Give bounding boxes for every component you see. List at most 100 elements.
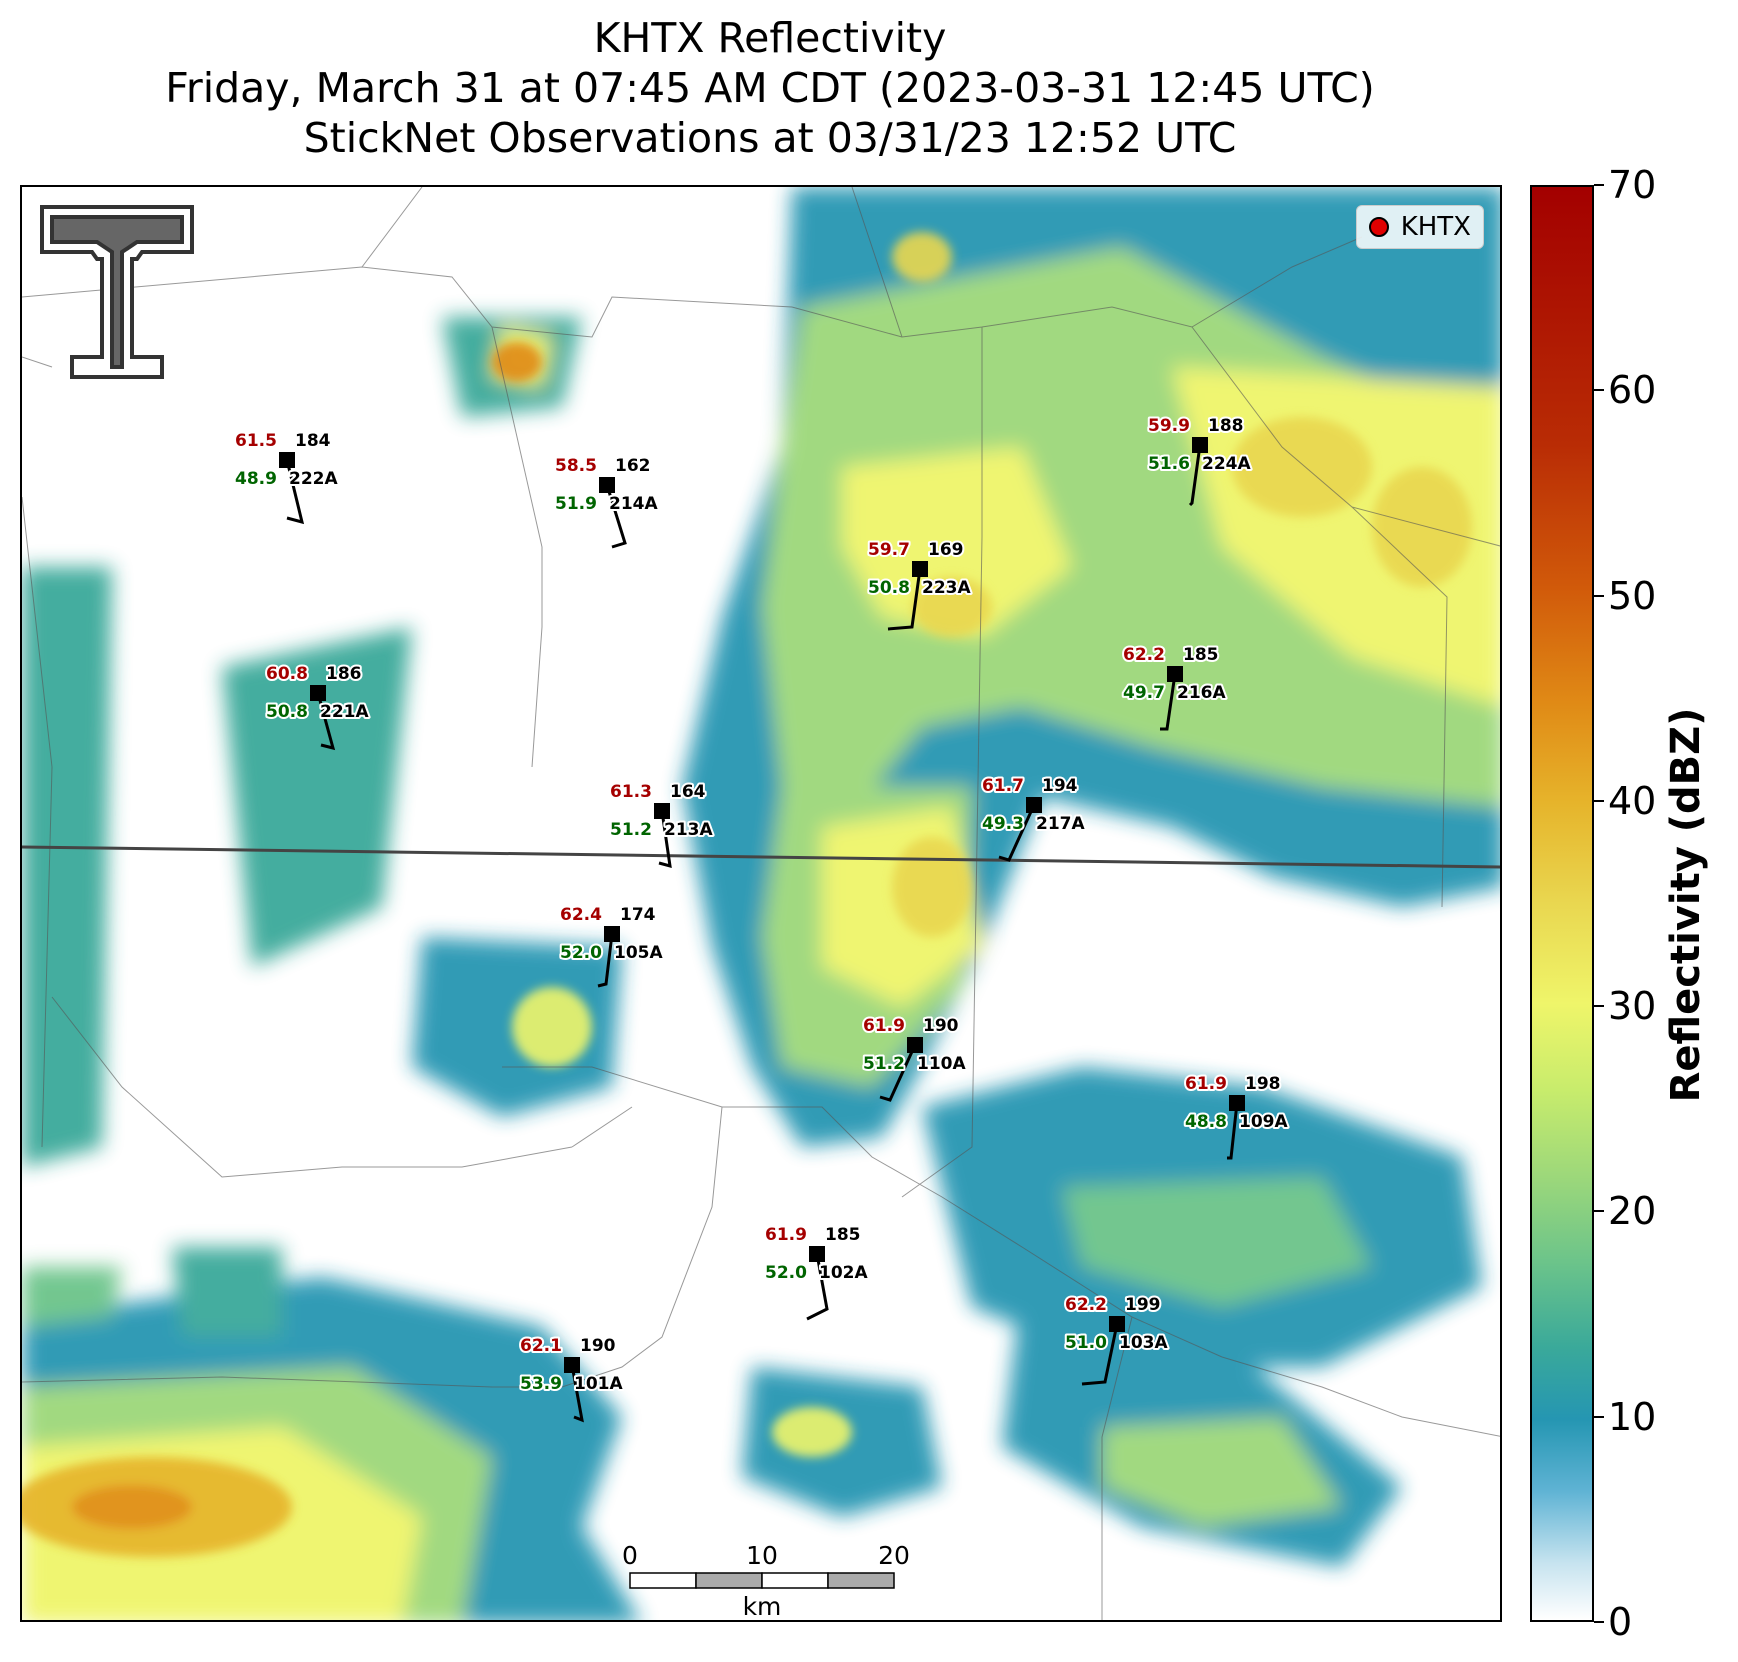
wind-barb	[597, 933, 614, 988]
station-marker	[1229, 1095, 1245, 1111]
station-wind-direction: 186	[326, 664, 362, 684]
colorbar-tick-mark	[1594, 1621, 1604, 1623]
station-temperature: 59.7	[868, 540, 910, 560]
station-217A[interactable]: 61.7 194 49.3 217A	[980, 774, 1087, 862]
wind-barb	[1227, 1102, 1239, 1160]
radar-map[interactable]: 61.5 184 48.9 222A 58.5 162 51.9 214A 59.7 169 50.…	[20, 185, 1502, 1622]
station-marker	[604, 926, 620, 942]
station-wind-direction: 174	[620, 905, 656, 925]
station-id: 224A	[1202, 454, 1251, 474]
station-wind-direction: 164	[670, 782, 706, 802]
station-marker	[809, 1246, 825, 1262]
colorbar-tick-label: 60	[1608, 368, 1657, 413]
station-marker	[1167, 666, 1183, 682]
station-223A[interactable]: 59.7 169 50.8 223A	[866, 538, 973, 631]
colorbar-tick-mark	[1594, 799, 1604, 802]
station-wind-direction: 184	[295, 431, 331, 451]
colorbar-tick-mark	[1594, 1415, 1604, 1418]
station-dewpoint: 50.8	[868, 578, 910, 598]
station-dewpoint: 51.2	[610, 820, 652, 840]
colorbar-tick-mark	[1594, 389, 1604, 392]
station-dewpoint: 49.3	[982, 814, 1024, 834]
station-marker	[599, 477, 615, 493]
station-101A[interactable]: 62.1 190 53.9 101A	[518, 1334, 625, 1423]
station-marker	[279, 452, 295, 468]
title-line-2: Friday, March 31 at 07:45 AM CDT (2023-0…	[165, 64, 1375, 112]
station-214A[interactable]: 58.5 162 51.9 214A	[553, 454, 660, 549]
station-102A[interactable]: 61.9 185 52.0 102A	[763, 1223, 870, 1321]
station-marker	[1192, 437, 1208, 453]
station-dewpoint: 49.7	[1123, 683, 1165, 703]
colorbar-tick-label: 40	[1608, 778, 1657, 823]
station-temperature: 59.9	[1148, 416, 1190, 436]
station-temperature: 58.5	[555, 456, 597, 476]
station-dewpoint: 48.9	[235, 469, 277, 489]
station-dewpoint: 48.8	[1185, 1112, 1227, 1132]
station-temperature: 61.9	[765, 1225, 807, 1245]
station-wind-direction: 185	[1183, 645, 1219, 665]
station-id: 217A	[1036, 814, 1085, 834]
title-line-1: KHTX Reflectivity	[593, 14, 947, 62]
radar-site-marker-icon	[1368, 217, 1389, 237]
wind-barb	[1160, 673, 1177, 731]
station-id: 103A	[1119, 1333, 1168, 1353]
double-t-logo-icon	[40, 205, 194, 379]
scale-unit: km	[743, 1592, 782, 1621]
colorbar-tick-label: 50	[1608, 573, 1657, 618]
colorbar-tick-mark	[1594, 1210, 1604, 1213]
station-temperature: 62.1	[520, 1336, 562, 1356]
station-109A[interactable]: 61.9 198 48.8 109A	[1183, 1072, 1290, 1160]
station-wind-direction: 194	[1042, 776, 1078, 796]
station-105A[interactable]: 62.4 174 52.0 105A	[558, 903, 665, 988]
station-dewpoint: 52.0	[765, 1263, 807, 1283]
station-224A[interactable]: 59.9 188 51.6 224A	[1146, 414, 1253, 507]
station-wind-direction: 199	[1125, 1295, 1161, 1315]
station-wind-direction: 190	[923, 1016, 959, 1036]
colorbar-tick-mark	[1594, 184, 1604, 186]
station-marker	[912, 561, 928, 577]
station-id: 110A	[917, 1054, 966, 1074]
wind-barb	[887, 568, 922, 631]
station-wind-direction: 188	[1208, 416, 1244, 436]
title-line-3: StickNet Observations at 03/31/23 12:52 …	[303, 114, 1237, 162]
station-103A[interactable]: 62.2 199 51.0 103A	[1063, 1293, 1170, 1386]
station-temperature: 61.7	[982, 776, 1024, 796]
station-dewpoint: 51.6	[1148, 454, 1190, 474]
station-dewpoint: 52.0	[560, 943, 602, 963]
scale-tick-20: 20	[878, 1541, 910, 1570]
station-110A[interactable]: 61.9 190 51.2 110A	[861, 1014, 968, 1102]
wind-barb	[316, 692, 336, 751]
wind-barb	[806, 1253, 829, 1321]
sticknet-stations: 61.5 184 48.9 222A 58.5 162 51.9 214A 59.7 169 50.…	[233, 414, 1290, 1423]
map-legend: KHTX	[1355, 205, 1484, 249]
wind-barb	[1081, 1323, 1119, 1386]
station-id: 216A	[1177, 683, 1226, 703]
station-wind-direction: 162	[615, 456, 651, 476]
station-id: 222A	[289, 469, 338, 489]
station-dewpoint: 51.2	[863, 1054, 905, 1074]
wind-barb	[879, 1044, 917, 1102]
wind-barb	[285, 459, 305, 525]
station-222A[interactable]: 61.5 184 48.9 222A	[233, 429, 340, 525]
station-marker	[654, 803, 670, 819]
station-id: 214A	[609, 494, 658, 514]
wind-barb	[658, 810, 672, 869]
station-id: 221A	[320, 702, 369, 722]
county-boundaries	[22, 187, 1500, 1620]
station-dewpoint: 51.0	[1065, 1333, 1107, 1353]
station-216A[interactable]: 62.2 185 49.7 216A	[1121, 643, 1228, 731]
station-temperature: 62.2	[1065, 1295, 1107, 1315]
station-temperature: 60.8	[266, 664, 308, 684]
station-id: 105A	[614, 943, 663, 963]
colorbar-label: Reflectivity (dBZ)	[1663, 707, 1709, 1103]
station-wind-direction: 198	[1245, 1074, 1281, 1094]
station-221A[interactable]: 60.8 186 50.8 221A	[264, 662, 371, 751]
station-id: 213A	[664, 820, 713, 840]
scale-tick-0: 0	[622, 1541, 638, 1570]
station-temperature: 61.9	[1185, 1074, 1227, 1094]
colorbar-tick-label: 10	[1608, 1394, 1657, 1439]
station-213A[interactable]: 61.3 164 51.2 213A	[608, 780, 715, 869]
station-id: 223A	[922, 578, 971, 598]
wind-barb	[570, 1364, 584, 1423]
station-marker	[564, 1357, 580, 1373]
